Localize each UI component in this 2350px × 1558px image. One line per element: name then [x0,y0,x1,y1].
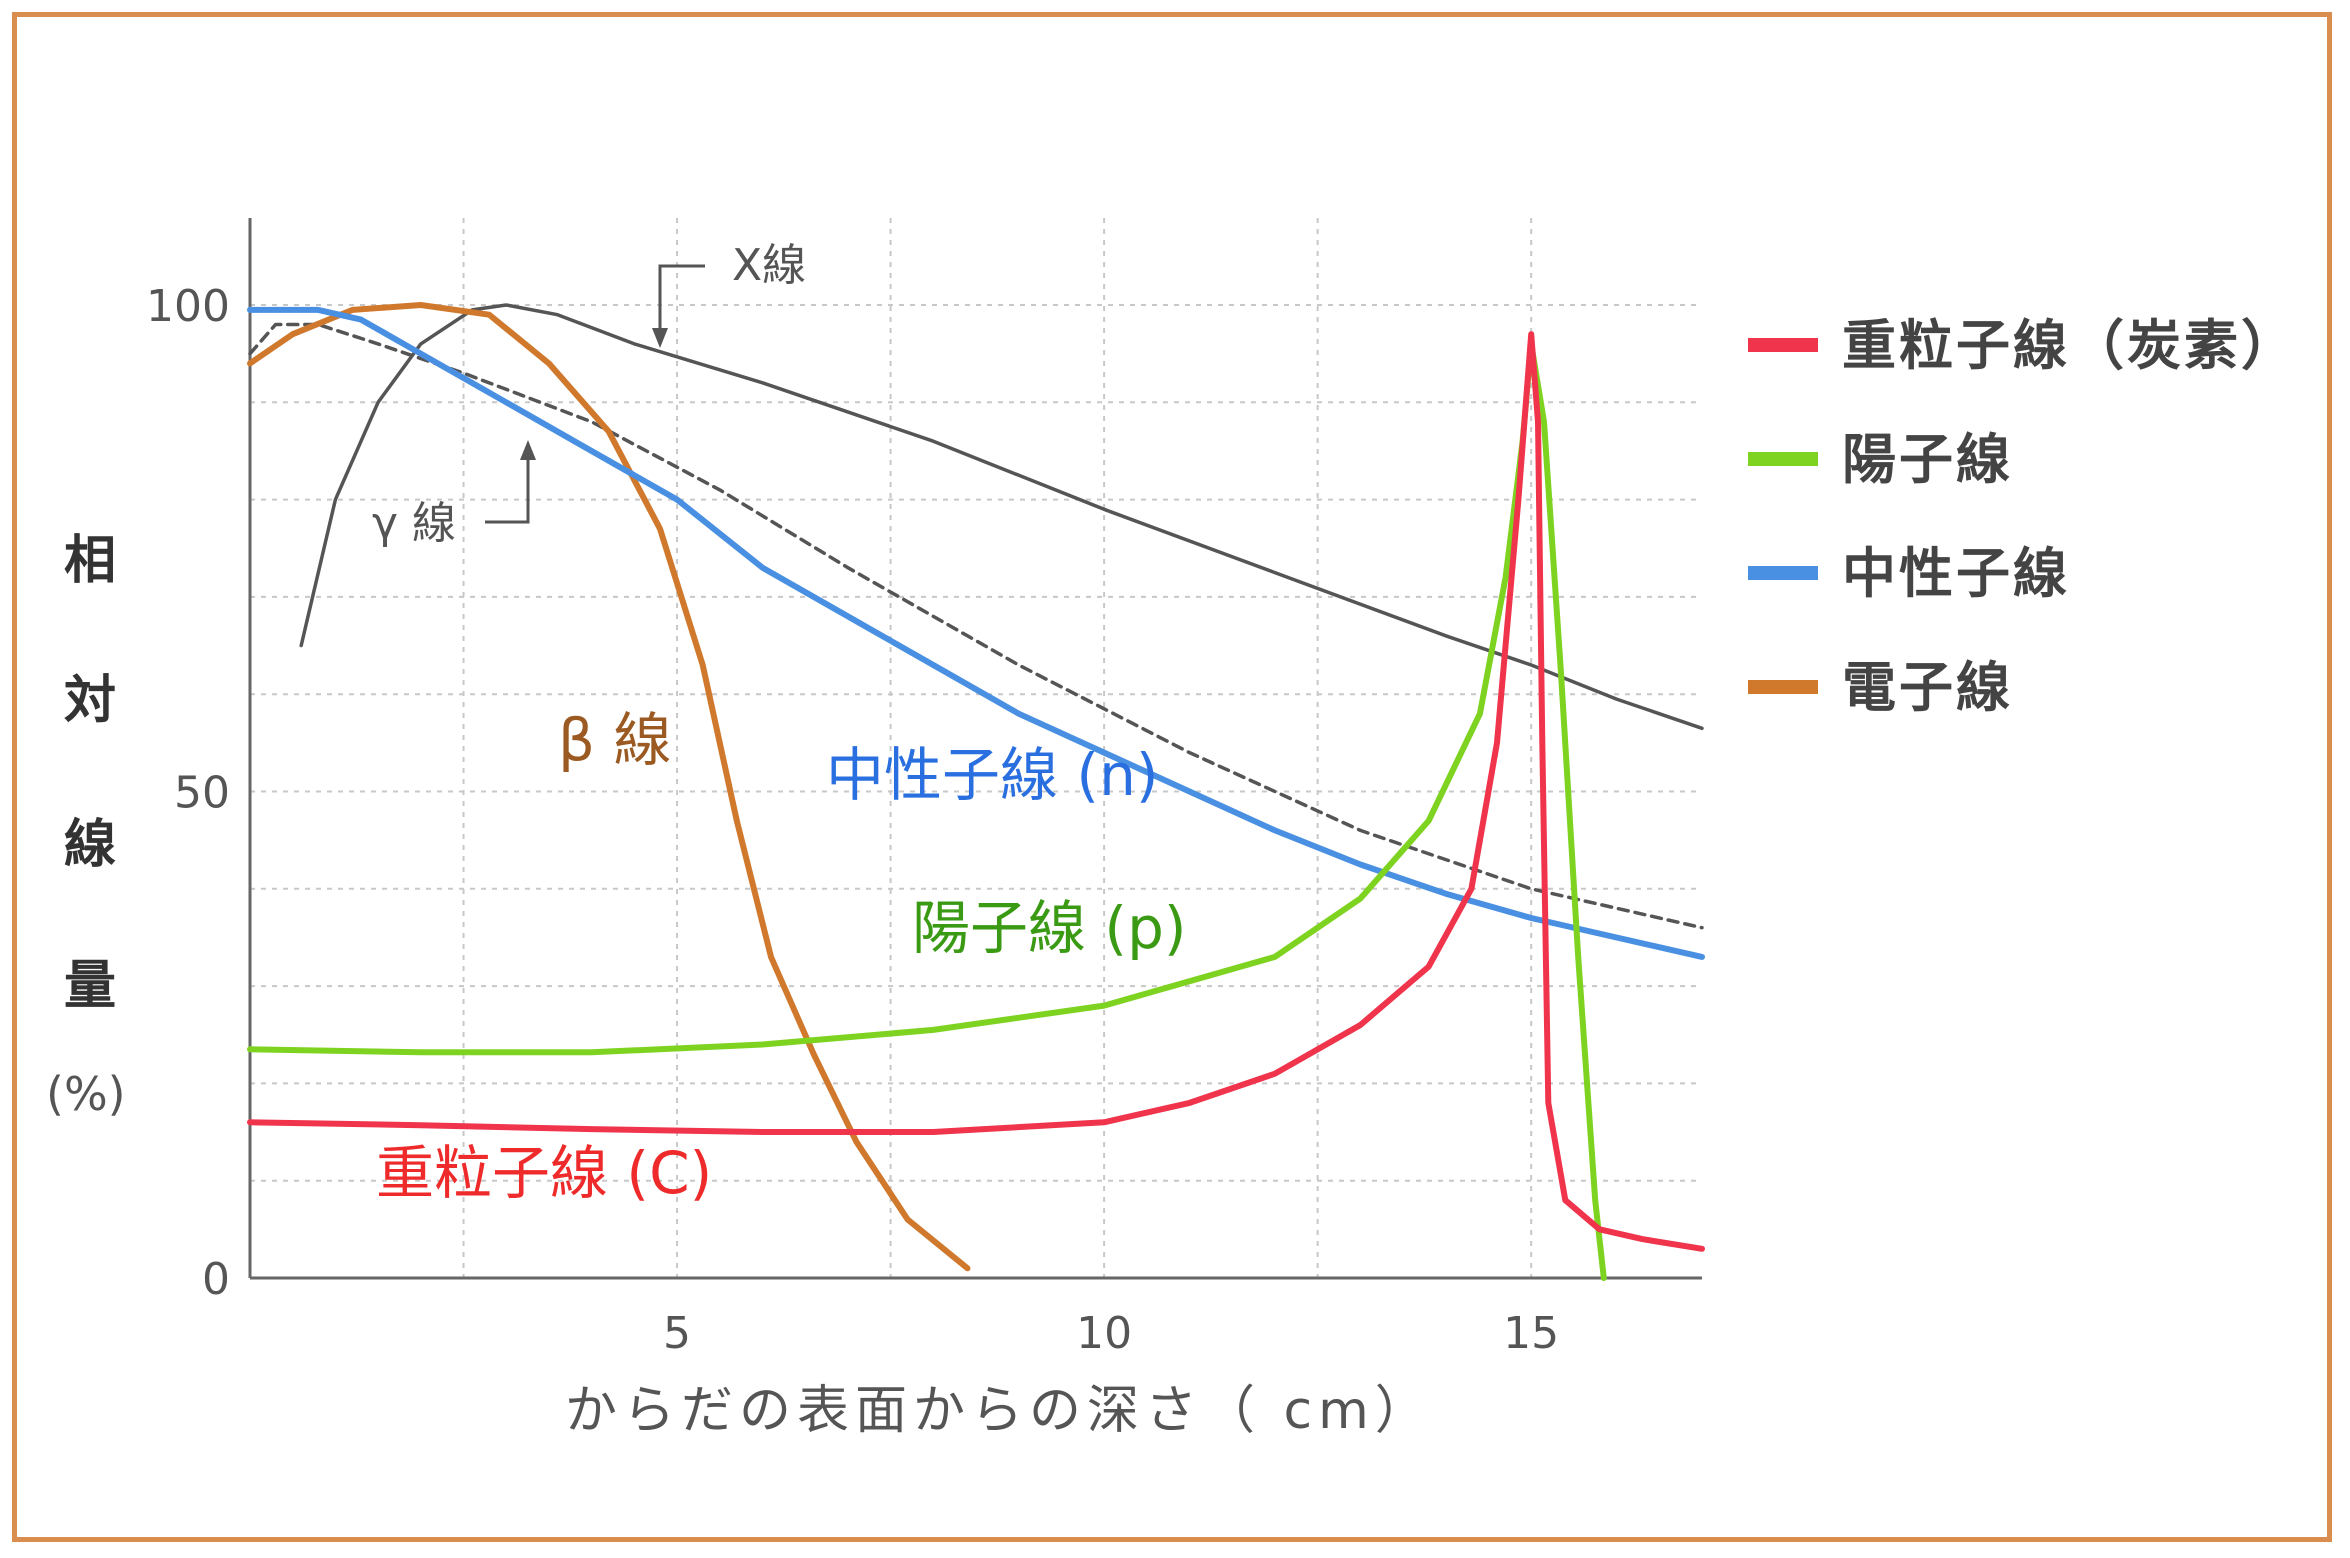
x-tick-label: 10 [1076,1308,1132,1359]
x-ray-line [299,303,1704,731]
y-axis-title-char: 対 [64,671,116,731]
proton-label: 陽子線 (p) [912,894,1187,962]
neutron-label: 中性子線 (n) [826,741,1158,809]
x-tick-label: 5 [663,1308,691,1359]
y-axis-title: 相 対 線 量 (%) [46,531,126,1121]
legend-proton-label: 陽子線 [1842,428,2013,491]
x-ray-annotation-label: X線 [732,240,806,291]
gamma-ray-annotation-label: γ 線 [372,498,456,549]
legend-neutron-swatch [1748,566,1818,580]
x-ray-annotation-pointer [658,264,705,335]
gamma-ray-line [248,322,1704,930]
neutron-line [247,306,1705,960]
beta-ray-label: β 線 [558,706,671,774]
y-axis-title-char: 量 [64,956,116,1016]
heavy-ion-line [247,331,1705,1252]
chart-frame [12,12,2332,1542]
legend-proton-swatch [1748,452,1818,466]
y-axis-title-unit: (%) [46,1067,126,1121]
gamma-ray-annotation-arrowhead [520,440,536,460]
tick-labels: 0 50 100 5 10 15 [146,281,1559,1359]
legend-heavy-ion-swatch [1748,338,1818,352]
gamma-ray-annotation: γ 線 [372,440,536,549]
legend-electron-label: 電子線 [1842,656,2013,719]
x-axis-title: からだの表面からの深さ（ cm） [565,1381,1433,1441]
legend-neutron-label: 中性子線 [1842,542,2070,605]
x-tick-label: 15 [1503,1308,1559,1359]
axes [248,218,1702,1280]
y-axis-title-char: 線 [64,815,116,875]
series-lines [247,302,1705,1281]
legend-heavy-ion-label: 重粒子線（炭素） [1842,314,2298,377]
legend-electron-swatch [1748,680,1818,694]
y-tick-label: 100 [146,281,230,332]
heavy-ion-label: 重粒子線 (C) [376,1139,712,1207]
gamma-ray-annotation-pointer [485,452,530,524]
x-ray-annotation: X線 [652,240,806,348]
x-ray-annotation-arrowhead [652,328,668,348]
grid [250,218,1702,1278]
proton-line [247,340,1607,1281]
y-axis-title-char: 相 [64,531,116,591]
beta-ray-line [247,302,971,1272]
y-tick-label: 0 [202,1254,230,1305]
y-tick-label: 50 [174,768,230,819]
